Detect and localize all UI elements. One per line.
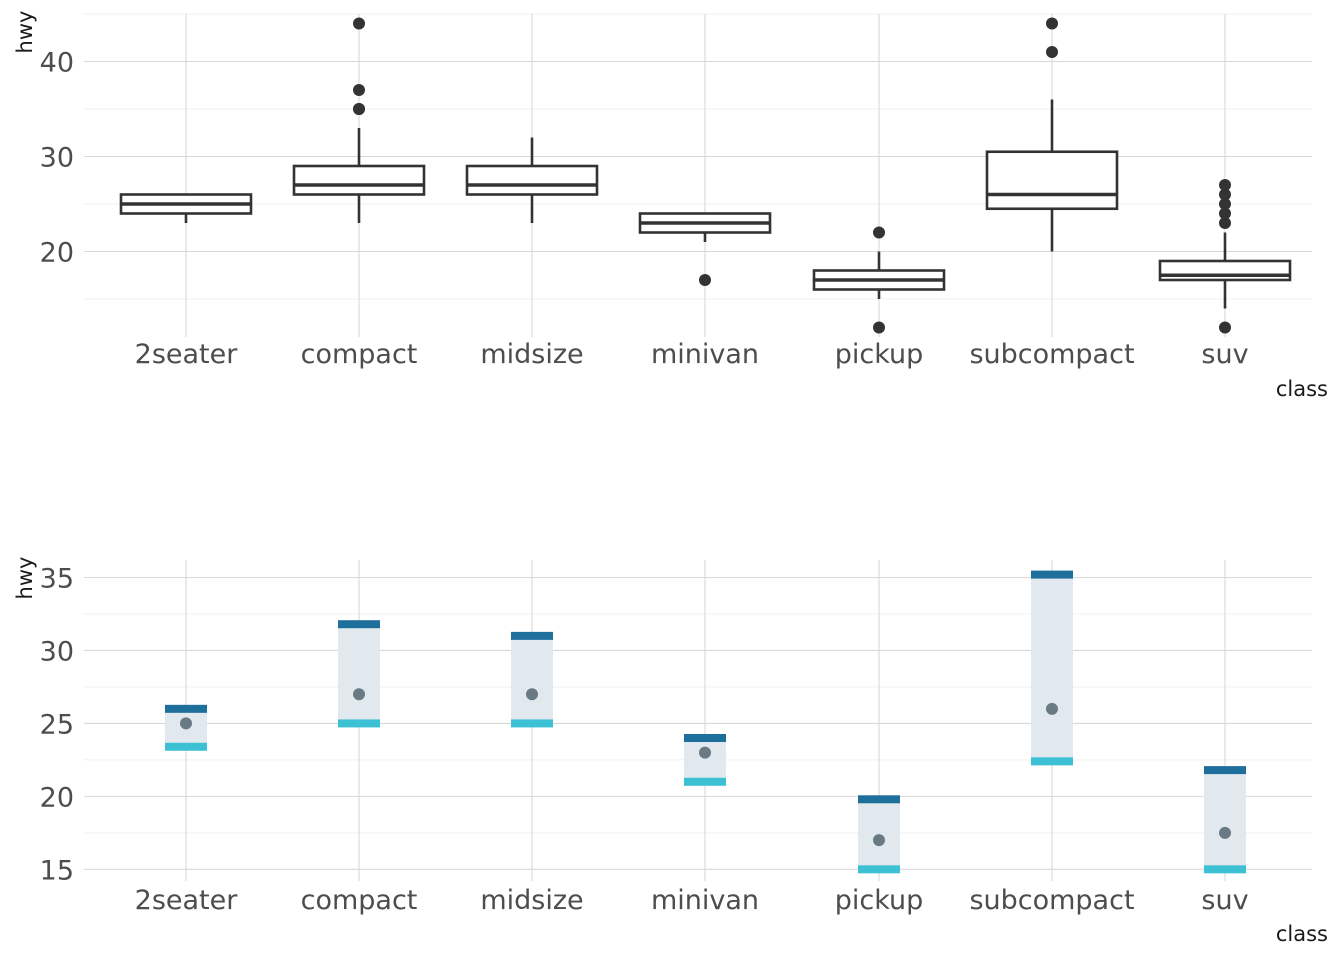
y-axis-title: hwy <box>13 11 37 54</box>
box-2seater <box>119 193 253 223</box>
outlier-point <box>1046 46 1058 58</box>
outlier-point <box>699 274 711 286</box>
outlier-point <box>1219 188 1231 201</box>
outlier-point <box>353 17 365 30</box>
x-axis-title: class <box>1276 922 1328 946</box>
mean-point <box>526 688 538 701</box>
x-tick-label: pickup <box>835 339 924 370</box>
interval-band <box>511 635 553 724</box>
lower-bound-cap <box>684 777 726 786</box>
upper-bound-cap <box>1204 766 1246 775</box>
x-tick-label: compact <box>301 885 418 916</box>
boxplot-panel: 20 30 40 2seater compact midsize minivan pickup… <box>13 11 1328 401</box>
x-tick-label: 2seater <box>135 339 239 370</box>
interval-band <box>338 624 380 724</box>
interval-minivan <box>684 734 726 786</box>
y-tick-label: 20 <box>40 782 74 813</box>
x-tick-label: midsize <box>480 339 583 370</box>
lower-bound-cap <box>338 719 380 728</box>
outlier-point <box>1219 207 1231 220</box>
outlier-point <box>353 84 365 96</box>
x-tick-label: minivan <box>651 885 759 916</box>
lower-bound-cap <box>858 865 900 874</box>
box-compact <box>292 17 426 223</box>
x-tick-label: subcompact <box>969 339 1134 370</box>
upper-bound-cap <box>511 631 553 640</box>
outlier-point <box>1219 217 1231 229</box>
x-tick-label: compact <box>301 339 418 370</box>
upper-bound-cap <box>684 734 726 743</box>
iqr-box <box>985 150 1119 211</box>
iqr-box <box>292 164 426 196</box>
y-tick-label: 40 <box>40 48 74 79</box>
interval-subcompact <box>1031 570 1073 766</box>
upper-bound-cap <box>165 704 207 713</box>
mean-point <box>180 717 192 730</box>
interval-suv <box>1204 766 1246 874</box>
upper-bound-cap <box>1031 570 1073 579</box>
y-tick-label: 35 <box>40 564 74 595</box>
interval-pickup <box>858 795 900 874</box>
mean-point <box>1219 826 1231 839</box>
lower-bound-cap <box>1204 865 1246 874</box>
iqr-box <box>1158 259 1292 282</box>
iqr-box <box>465 164 599 196</box>
outlier-point <box>1219 179 1231 191</box>
y-tick-label: 30 <box>40 143 74 174</box>
upper-bound-cap <box>858 795 900 804</box>
mean-point <box>353 688 365 701</box>
outlier-point <box>873 226 885 239</box>
x-tick-label: subcompact <box>969 885 1134 916</box>
y-axis-title: hwy <box>13 557 37 600</box>
outlier-point <box>1219 321 1231 334</box>
x-tick-label: 2seater <box>135 885 239 916</box>
upper-bound-cap <box>338 620 380 629</box>
y-tick-label: 20 <box>40 238 74 269</box>
y-tick-label: 25 <box>40 709 74 740</box>
x-tick-label: midsize <box>480 885 583 916</box>
mean-point <box>873 834 885 847</box>
interval-midsize <box>511 631 553 728</box>
box-pickup <box>812 226 946 334</box>
box-midsize <box>465 137 599 223</box>
y-tick-label: 30 <box>40 636 74 667</box>
y-tick-label: 15 <box>40 855 74 886</box>
x-tick-label: minivan <box>651 339 759 370</box>
outlier-point <box>353 103 365 115</box>
lower-bound-cap <box>165 742 207 751</box>
mean-point <box>1046 702 1058 715</box>
lower-bound-cap <box>511 719 553 728</box>
interval-panel: 15 20 25 30 35 2seater compact midsize minivan pi… <box>13 557 1328 946</box>
box-suv <box>1158 179 1292 334</box>
interval-2seater <box>165 704 207 751</box>
box-minivan <box>638 212 772 286</box>
x-tick-label: pickup <box>835 885 924 916</box>
interval-band <box>684 738 726 782</box>
x-tick-label: suv <box>1201 339 1248 370</box>
mean-point <box>699 746 711 759</box>
x-axis-title: class <box>1276 377 1328 401</box>
box-subcompact <box>985 17 1119 252</box>
outlier-point <box>873 321 885 334</box>
interval-band <box>1031 574 1073 762</box>
outlier-point <box>1046 17 1058 30</box>
interval-band <box>1204 770 1246 870</box>
interval-compact <box>338 620 380 728</box>
lower-bound-cap <box>1031 757 1073 766</box>
outlier-point <box>1219 198 1231 210</box>
x-tick-label: suv <box>1201 885 1248 916</box>
